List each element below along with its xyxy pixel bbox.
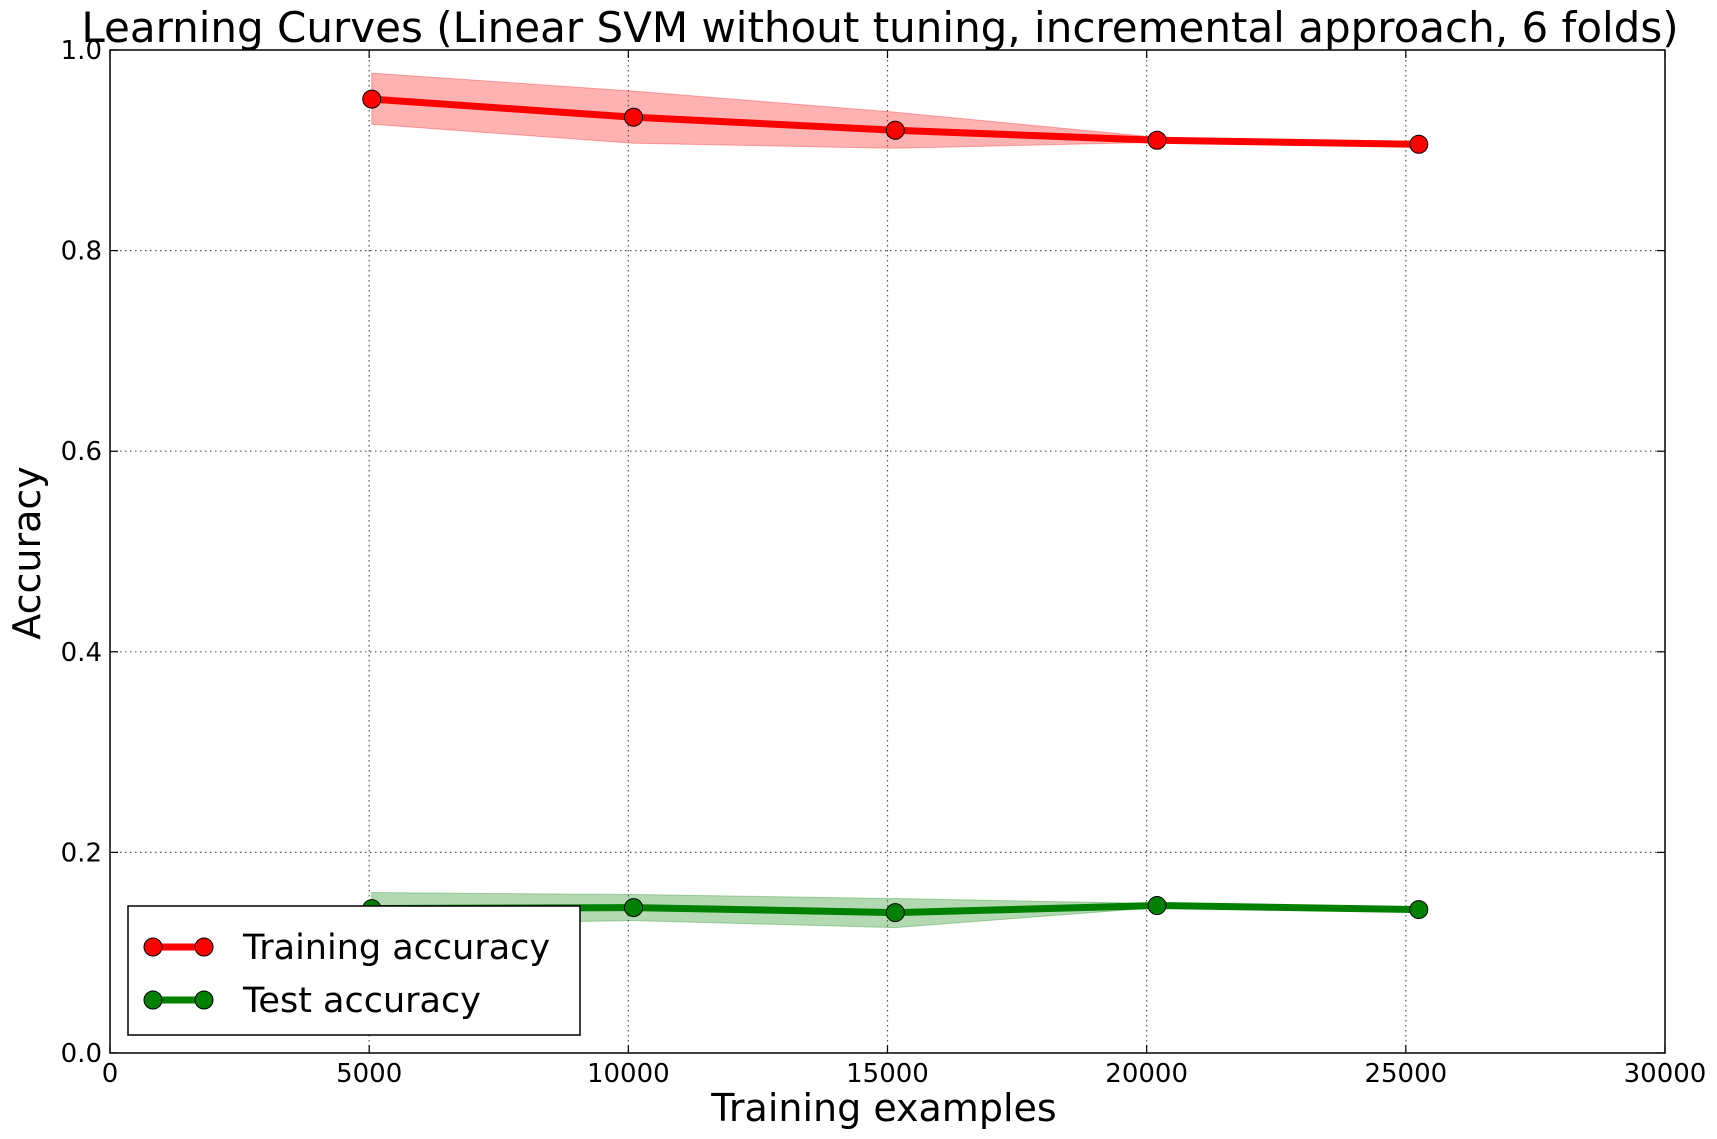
- x-tick-label: 15000: [846, 1059, 929, 1089]
- legend-label-training: Training accuracy: [242, 928, 550, 968]
- tick-layer: 0 5000 10000 15000 20000 25000 30000 0.0 0.2 0.4 0…: [61, 36, 1707, 1089]
- band-layer: [371, 72, 1419, 929]
- y-tick-label: 0.4: [61, 638, 102, 668]
- data-point-test: [885, 903, 905, 923]
- data-point-training: [1147, 130, 1167, 150]
- y-tick-label: 1.0: [61, 36, 102, 66]
- x-tick-label: 0: [102, 1059, 119, 1089]
- legend-frame: [127, 905, 581, 1036]
- y-tick-label: 0.6: [61, 437, 102, 467]
- legend-marker-test: [143, 990, 163, 1010]
- y-axis-title: Accuracy: [5, 466, 49, 640]
- data-point-training: [362, 89, 382, 109]
- x-tick-label: 25000: [1364, 1059, 1447, 1089]
- chart-title: Learning Curves (Linear SVM without tuni…: [81, 3, 1678, 52]
- data-point-test: [1147, 896, 1167, 916]
- line-layer: [362, 89, 1429, 923]
- x-tick-label: 30000: [1624, 1059, 1707, 1089]
- y-tick-label: 0.0: [61, 1039, 102, 1069]
- legend-label-test: Test accuracy: [242, 981, 481, 1021]
- legend: Training accuracy Test accuracy: [127, 905, 581, 1036]
- data-point-test: [1409, 900, 1429, 920]
- legend-marker-test: [194, 990, 214, 1010]
- data-point-test: [624, 898, 644, 918]
- x-tick-label: 10000: [587, 1059, 670, 1089]
- data-point-training: [1409, 134, 1429, 154]
- data-point-training: [885, 120, 905, 140]
- y-tick-label: 0.8: [61, 237, 102, 267]
- x-axis-title: Training examples: [710, 1086, 1056, 1130]
- x-tick-label: 20000: [1105, 1059, 1188, 1089]
- y-tick-label: 0.2: [61, 838, 102, 868]
- grid-layer: [110, 50, 1665, 1053]
- x-tick-label: 5000: [336, 1059, 402, 1089]
- legend-marker-training: [143, 937, 163, 957]
- legend-marker-training: [194, 937, 214, 957]
- data-point-training: [624, 107, 644, 127]
